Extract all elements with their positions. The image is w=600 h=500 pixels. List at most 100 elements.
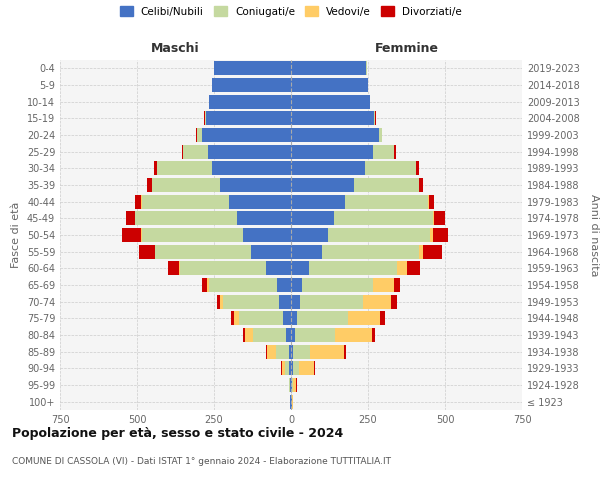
Bar: [125, 211, 135, 226]
Bar: [291, 228, 328, 242]
Bar: [322, 244, 419, 259]
Text: Femmine: Femmine: [374, 42, 439, 55]
Bar: [209, 278, 277, 292]
Bar: [214, 61, 291, 76]
Bar: [231, 311, 234, 326]
Bar: [266, 344, 267, 358]
Bar: [310, 344, 344, 358]
Bar: [433, 211, 434, 226]
Bar: [243, 328, 245, 342]
Bar: [380, 311, 385, 326]
Bar: [397, 261, 407, 276]
Bar: [291, 394, 292, 408]
Bar: [285, 361, 289, 376]
Text: Maschi: Maschi: [151, 42, 200, 55]
Bar: [344, 344, 346, 358]
Bar: [135, 211, 136, 226]
Bar: [251, 244, 291, 259]
Bar: [183, 144, 208, 159]
Bar: [365, 161, 416, 176]
Text: Popolazione per età, sesso e stato civile - 2024: Popolazione per età, sesso e stato civil…: [12, 428, 343, 440]
Bar: [157, 161, 212, 176]
Bar: [205, 112, 206, 126]
Bar: [207, 278, 209, 292]
Bar: [293, 361, 299, 376]
Bar: [430, 228, 433, 242]
Bar: [348, 311, 380, 326]
Bar: [223, 294, 278, 308]
Bar: [291, 361, 293, 376]
Bar: [394, 278, 400, 292]
Bar: [237, 211, 291, 226]
Bar: [424, 244, 442, 259]
Bar: [180, 261, 266, 276]
Bar: [434, 211, 445, 226]
Bar: [239, 311, 283, 326]
Bar: [328, 228, 430, 242]
Bar: [291, 261, 310, 276]
Bar: [290, 378, 291, 392]
Bar: [135, 194, 142, 209]
Bar: [152, 178, 220, 192]
Bar: [428, 194, 429, 209]
Bar: [209, 94, 291, 109]
Bar: [394, 144, 396, 159]
Bar: [148, 178, 152, 192]
Bar: [391, 294, 397, 308]
Bar: [291, 294, 300, 308]
Bar: [407, 261, 421, 276]
Bar: [291, 178, 354, 192]
Bar: [276, 344, 289, 358]
Bar: [139, 244, 155, 259]
Bar: [291, 112, 374, 126]
Bar: [122, 228, 140, 242]
Bar: [293, 378, 296, 392]
Bar: [168, 261, 179, 276]
Legend: Celibi/Nubili, Coniugati/e, Vedovi/e, Divorziati/e: Celibi/Nubili, Coniugati/e, Vedovi/e, Di…: [116, 2, 466, 21]
Bar: [364, 294, 391, 308]
Bar: [154, 161, 157, 176]
Bar: [300, 294, 364, 308]
Bar: [179, 261, 180, 276]
Bar: [291, 211, 334, 226]
Bar: [277, 278, 291, 292]
Bar: [245, 328, 253, 342]
Bar: [283, 311, 291, 326]
Bar: [292, 394, 293, 408]
Bar: [286, 328, 291, 342]
Bar: [374, 112, 376, 126]
Bar: [217, 294, 220, 308]
Bar: [335, 328, 371, 342]
Bar: [291, 144, 373, 159]
Bar: [208, 144, 291, 159]
Bar: [291, 344, 293, 358]
Bar: [289, 378, 290, 392]
Bar: [220, 294, 223, 308]
Bar: [299, 361, 314, 376]
Bar: [267, 344, 276, 358]
Bar: [196, 128, 197, 142]
Bar: [314, 361, 315, 376]
Bar: [416, 161, 419, 176]
Bar: [291, 278, 302, 292]
Bar: [253, 328, 286, 342]
Bar: [220, 178, 291, 192]
Bar: [291, 244, 322, 259]
Bar: [292, 378, 293, 392]
Bar: [182, 144, 183, 159]
Y-axis label: Fasce di età: Fasce di età: [11, 202, 21, 268]
Bar: [202, 128, 291, 142]
Bar: [419, 178, 422, 192]
Bar: [212, 161, 291, 176]
Bar: [290, 394, 291, 408]
Bar: [291, 61, 367, 76]
Bar: [373, 144, 394, 159]
Bar: [243, 228, 291, 242]
Bar: [282, 361, 285, 376]
Text: COMUNE DI CASSOLA (VI) - Dati ISTAT 1° gennaio 2024 - Elaborazione TUTTITALIA.IT: COMUNE DI CASSOLA (VI) - Dati ISTAT 1° g…: [12, 458, 391, 466]
Bar: [140, 228, 142, 242]
Bar: [212, 78, 291, 92]
Bar: [291, 378, 292, 392]
Bar: [291, 78, 368, 92]
Bar: [289, 344, 291, 358]
